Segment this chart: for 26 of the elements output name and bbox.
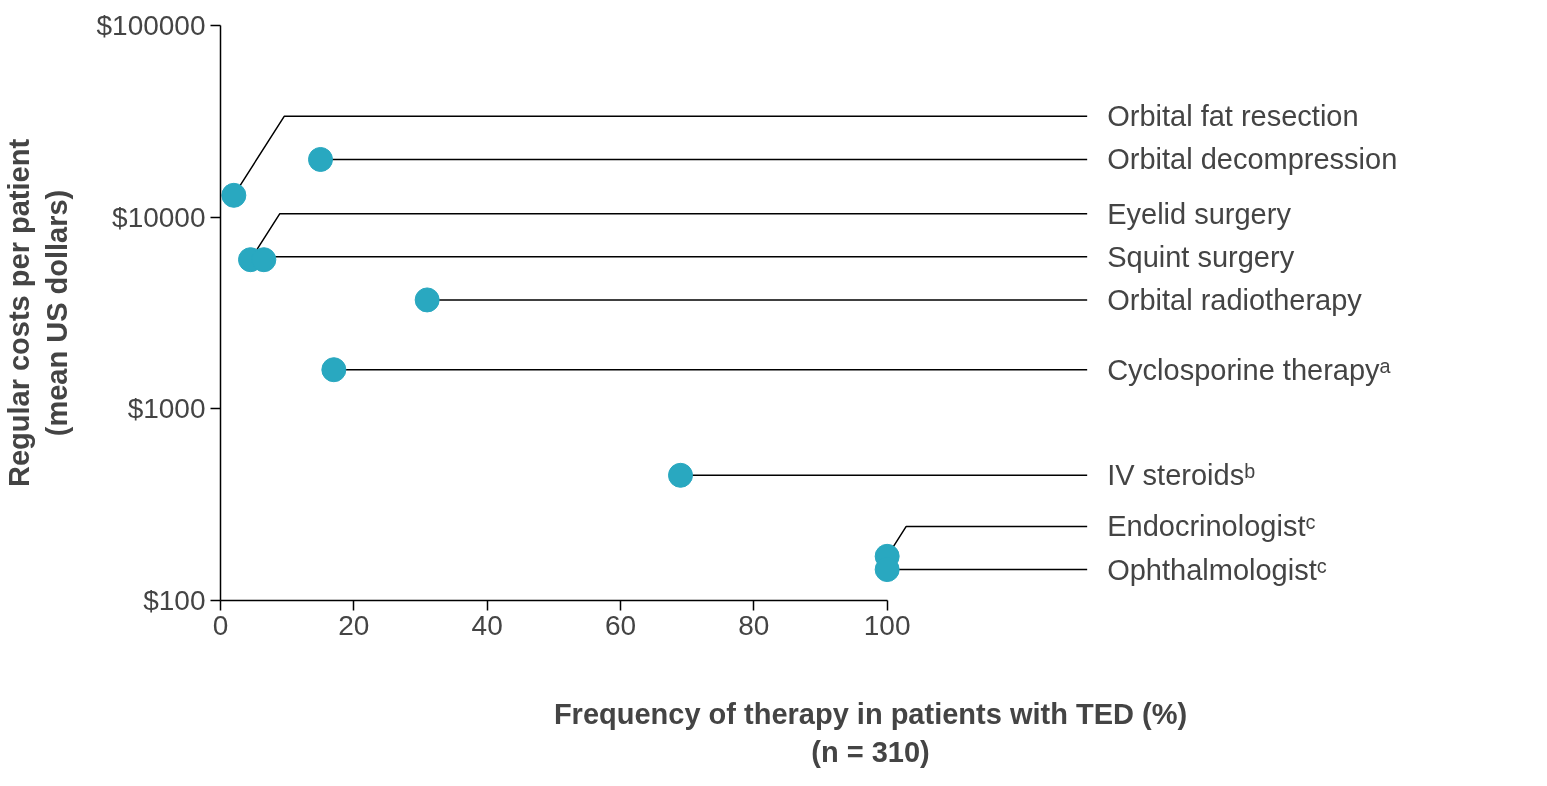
point <box>414 287 440 313</box>
point <box>308 146 333 172</box>
x-tick-label: 80 <box>738 609 770 641</box>
text: Eyelid surgery <box>1107 197 1292 230</box>
text: Squint surgery <box>1107 240 1295 273</box>
y-tick-label: $10000 <box>112 201 206 233</box>
x-axis-title: Frequency of therapy in patients with TED (%) (n = 310) <box>553 697 1188 768</box>
x-tick-label: 40 <box>471 609 503 641</box>
text: IV steroidsᵇ <box>1107 459 1256 492</box>
text: Ophthalmologistᶜ <box>1107 553 1327 586</box>
y-tick-label: $100000 <box>96 10 206 41</box>
y-axis-title: Regular costs per patient (mean US dollars) <box>3 138 74 488</box>
text: Cyclosporine therapyᵃ <box>1107 353 1391 386</box>
x-tick-label: 20 <box>338 609 370 641</box>
text: Orbital decompression <box>1107 143 1398 176</box>
x-tick-label: 0 <box>212 609 229 641</box>
point <box>668 462 693 488</box>
text: Orbital fat resection <box>1107 100 1359 133</box>
point <box>321 357 347 383</box>
x-tick-label: 100 <box>863 609 911 641</box>
y-tick-label: $1000 <box>127 393 206 425</box>
text: Orbital radiotherapy <box>1107 283 1363 316</box>
y-tick-label: $100 <box>143 585 206 616</box>
x-tick-label: 60 <box>604 609 637 641</box>
text: Endocrinologistᶜ <box>1107 510 1316 543</box>
point <box>221 182 247 208</box>
